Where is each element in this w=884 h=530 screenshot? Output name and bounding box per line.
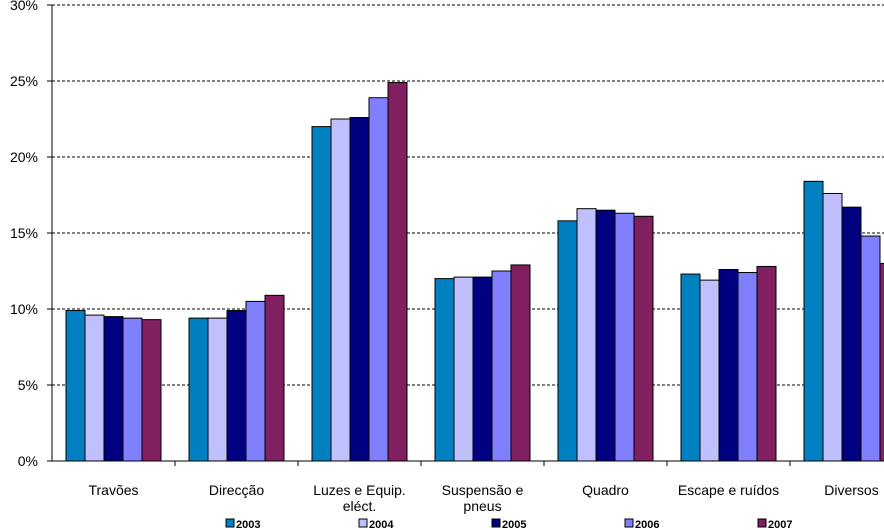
bar — [756, 265, 777, 462]
legend-label: 2007 — [768, 519, 792, 530]
bar — [122, 317, 143, 462]
legend-swatch — [358, 518, 368, 528]
x-tick-label: Escape e ruídos — [678, 482, 779, 498]
bar — [879, 262, 884, 462]
y-tick-label: 15% — [10, 225, 38, 241]
legend-label: 2003 — [236, 519, 260, 530]
bar — [737, 272, 758, 462]
bar — [311, 126, 332, 462]
bar — [472, 276, 493, 462]
y-tick-label: 10% — [10, 301, 38, 317]
legend-swatch — [225, 518, 235, 528]
x-tick-label: Quadro — [582, 482, 629, 498]
bar — [84, 314, 105, 462]
bar — [245, 300, 266, 462]
x-tick-label: Travões — [88, 482, 138, 498]
bar — [330, 118, 351, 462]
legend-label: 2005 — [502, 519, 526, 530]
bar — [434, 278, 455, 462]
bar — [822, 192, 843, 462]
y-tick-label: 20% — [10, 149, 38, 165]
bar — [633, 215, 654, 462]
bar — [65, 310, 86, 462]
bar — [141, 319, 162, 462]
bar — [595, 209, 616, 462]
bar — [491, 270, 512, 462]
bar — [510, 264, 531, 462]
bar — [188, 317, 209, 462]
bar — [699, 279, 720, 462]
x-tick-label: Suspensão e pneus — [442, 482, 524, 514]
bar — [680, 273, 701, 462]
bar — [387, 82, 408, 462]
y-tick-label: 0% — [18, 453, 38, 469]
x-tick-label: Luzes e Equip. eléct. — [313, 482, 406, 514]
bar — [103, 316, 124, 462]
bar — [453, 276, 474, 462]
y-tick-label: 5% — [18, 377, 38, 393]
legend-swatch — [491, 518, 501, 528]
legend-label: 2004 — [369, 519, 394, 530]
bar — [803, 180, 824, 462]
legend-swatch — [757, 518, 767, 528]
bar — [718, 268, 739, 462]
x-tick-label: Diversos — [824, 482, 878, 498]
bar — [207, 317, 228, 462]
bar — [368, 97, 389, 462]
bar — [349, 116, 370, 462]
bar — [576, 208, 597, 462]
legend-label: 2006 — [635, 519, 659, 530]
bar — [860, 235, 881, 462]
bar — [557, 220, 578, 462]
bar — [841, 206, 862, 462]
legend-swatch — [624, 518, 634, 528]
bar — [226, 310, 247, 462]
y-tick-label: 30% — [10, 0, 38, 13]
x-tick-label: Direcção — [209, 482, 264, 498]
bar — [264, 294, 285, 462]
y-tick-label: 25% — [10, 73, 38, 89]
bar — [614, 212, 635, 462]
